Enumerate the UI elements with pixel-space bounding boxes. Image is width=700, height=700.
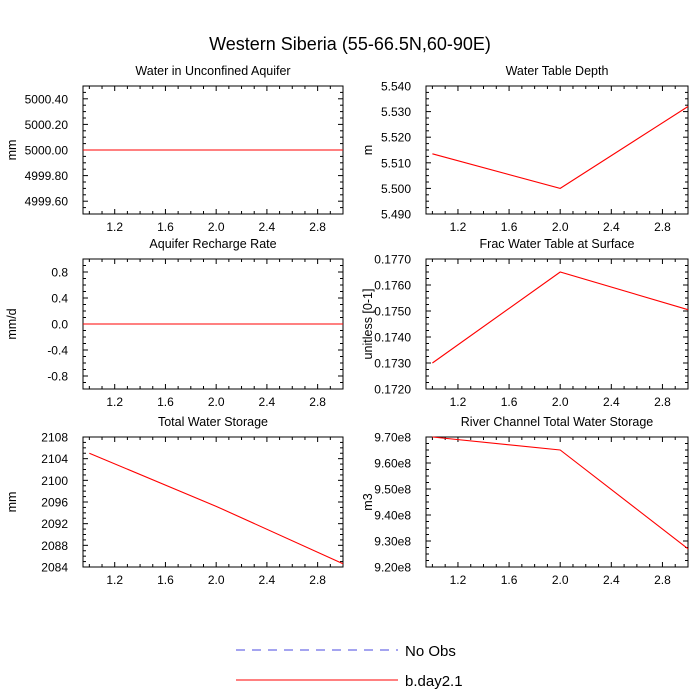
y-tick-label: 5.500 <box>381 182 411 196</box>
x-tick-label: 1.2 <box>106 573 123 587</box>
y-tick-label: 9.70e8 <box>374 431 411 445</box>
x-tick-label: 2.0 <box>208 573 225 587</box>
panel-title: Water in Unconfined Aquifer <box>135 64 290 78</box>
y-axis-label: m3 <box>361 493 375 510</box>
x-tick-label: 2.8 <box>654 220 671 234</box>
chart-panel: 1.2 1.6 2.0 2.4 2.8 4999.60 4999.80 5000.00 5000… <box>5 64 344 234</box>
y-tick-label: 5000.40 <box>25 92 69 106</box>
y-tick-label: 0.1770 <box>374 253 411 267</box>
y-tick-label: 5000.00 <box>25 144 69 158</box>
panel-title: Water Table Depth <box>506 64 609 78</box>
y-tick-label: 0.8 <box>51 266 68 280</box>
panel-title: Total Water Storage <box>158 415 268 429</box>
x-tick-label: 2.4 <box>259 220 276 234</box>
x-tick-label: 2.8 <box>309 395 326 409</box>
chart-panel: 1.2 1.6 2.0 2.4 2.8 0.1720 0.1730 0.1740 0.1750 0… <box>361 237 689 409</box>
x-tick-label: 2.0 <box>552 573 569 587</box>
y-tick-label: 5000.20 <box>25 118 69 132</box>
y-tick-label: 0.1760 <box>374 279 411 293</box>
panel-title: River Channel Total Water Storage <box>461 415 654 429</box>
x-tick-label: 2.8 <box>309 573 326 587</box>
x-tick-label: 2.0 <box>552 220 569 234</box>
x-tick-label: 2.4 <box>259 573 276 587</box>
series-line-b-day2-1 <box>432 436 689 550</box>
x-tick-label: 2.8 <box>654 395 671 409</box>
y-tick-label: 9.60e8 <box>374 457 411 471</box>
x-tick-label: 2.8 <box>309 220 326 234</box>
x-tick-label: 1.2 <box>106 395 123 409</box>
series-line-b-day2-1 <box>432 271 689 364</box>
chart-panel: 1.2 1.6 2.0 2.4 2.8 5.490 5.500 5.510 5.520 5.530… <box>361 64 689 234</box>
x-tick-label: 2.4 <box>259 395 276 409</box>
y-tick-label: 4999.60 <box>25 195 69 209</box>
series-line-b-day2-1 <box>432 106 689 189</box>
panel-title: Aquifer Recharge Rate <box>149 237 276 251</box>
y-tick-label: 2084 <box>41 561 68 575</box>
x-tick-label: 2.4 <box>603 573 620 587</box>
y-tick-label: 2096 <box>41 496 68 510</box>
y-tick-label: 2100 <box>41 474 68 488</box>
y-tick-label: 0.1740 <box>374 331 411 345</box>
x-tick-label: 1.2 <box>450 395 467 409</box>
x-tick-label: 2.4 <box>603 395 620 409</box>
y-tick-label: 5.490 <box>381 208 411 222</box>
y-axis-label: mm/d <box>5 308 19 339</box>
y-axis-label: mm <box>5 140 19 161</box>
series-line-b-day2-1 <box>89 452 344 565</box>
y-tick-label: 2104 <box>41 452 68 466</box>
chart-panel: 1.2 1.6 2.0 2.4 2.8 -0.8 -0.4 0.0 0.4 0.8 Aquifer … <box>5 237 344 409</box>
x-tick-label: 1.6 <box>501 395 518 409</box>
x-tick-label: 1.6 <box>157 220 174 234</box>
plot-frame <box>425 258 689 390</box>
legend-label-b-day2-1: b.day2.1 <box>405 673 463 690</box>
y-tick-label: 5.510 <box>381 156 411 170</box>
plot-frame <box>425 85 689 215</box>
y-axis-label: mm <box>5 492 19 513</box>
y-tick-label: 0.0 <box>51 318 68 332</box>
x-tick-label: 1.6 <box>157 395 174 409</box>
y-tick-label: 2092 <box>41 517 68 531</box>
y-tick-label: -0.8 <box>47 370 68 384</box>
y-tick-label: 0.4 <box>51 292 68 306</box>
y-tick-label: 9.50e8 <box>374 483 411 497</box>
y-tick-label: 2088 <box>41 539 68 553</box>
x-tick-label: 2.8 <box>654 573 671 587</box>
y-tick-label: 0.1730 <box>374 357 411 371</box>
y-tick-label: 9.40e8 <box>374 509 411 523</box>
x-tick-label: 2.0 <box>552 395 569 409</box>
x-tick-label: 2.0 <box>208 220 225 234</box>
legend: No Obs b.day2.1 <box>236 643 463 690</box>
plot-frame <box>82 436 344 568</box>
legend-label-no-obs: No Obs <box>405 643 456 660</box>
y-axis-label: unitless [0-1] <box>361 289 375 360</box>
panel-title: Frac Water Table at Surface <box>480 237 635 251</box>
y-tick-label: 0.1750 <box>374 305 411 319</box>
x-tick-label: 1.6 <box>501 220 518 234</box>
x-tick-label: 2.0 <box>208 395 225 409</box>
y-tick-label: 5.520 <box>381 131 411 145</box>
y-tick-label: 4999.80 <box>25 169 69 183</box>
x-tick-label: 1.6 <box>157 573 174 587</box>
y-tick-label: 5.530 <box>381 105 411 119</box>
y-tick-label: 0.1720 <box>374 383 411 397</box>
y-tick-label: 9.20e8 <box>374 561 411 575</box>
figure-title: Western Siberia (55-66.5N,60-90E) <box>209 34 491 54</box>
y-axis-label: m <box>361 145 375 155</box>
chart-panels: 1.2 1.6 2.0 2.4 2.8 4999.60 4999.80 5000.00 5000… <box>5 64 689 587</box>
x-tick-label: 2.4 <box>603 220 620 234</box>
x-tick-label: 1.2 <box>450 573 467 587</box>
x-tick-label: 1.2 <box>450 220 467 234</box>
chart-panel: 1.2 1.6 2.0 2.4 2.8 2084 2088 2092 2096 2100 2104 2… <box>5 415 344 587</box>
x-tick-label: 1.6 <box>501 573 518 587</box>
y-tick-label: 5.540 <box>381 80 411 94</box>
y-tick-label: 9.30e8 <box>374 535 411 549</box>
chart-panel: 1.2 1.6 2.0 2.4 2.8 9.20e8 9.30e8 9.40e8 9.50e8 9… <box>361 415 689 587</box>
y-tick-label: -0.4 <box>47 344 68 358</box>
y-tick-label: 2108 <box>41 431 68 445</box>
plot-frame <box>425 436 689 568</box>
x-tick-label: 1.2 <box>106 220 123 234</box>
